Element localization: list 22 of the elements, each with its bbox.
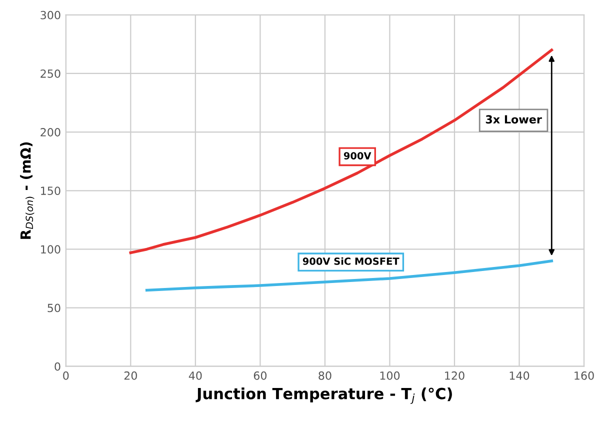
y-tick-label: 250	[40, 69, 60, 78]
y-tick-label: 100	[41, 245, 60, 254]
y-tick-label: 200	[40, 128, 60, 136]
x-tick-label: 160	[574, 371, 594, 380]
y-tick-label: 300	[40, 10, 60, 20]
x-axis-title: Junction Temperature - T$_{j}$ (°C)	[196, 388, 452, 404]
x-tick-label: 0	[63, 371, 69, 380]
series-label: 900V	[344, 152, 372, 160]
y-axis-title: R$_{DS(on)}$ - (mΩ)	[20, 142, 34, 239]
x-tick-label: 80	[318, 371, 332, 380]
x-tick-label: 140	[510, 371, 530, 380]
x-tick-label: 20	[124, 371, 137, 380]
y-tick-label: 0	[54, 362, 60, 371]
y-tick-label: 50	[48, 304, 60, 312]
x-tick-label: 100	[380, 371, 400, 380]
y-tick-label: 150	[41, 186, 60, 196]
annotation: 3x Lower	[486, 115, 542, 124]
line-series	[129, 48, 554, 254]
series-label: 900V SiC MOSFET	[302, 257, 400, 265]
x-tick-label: 60	[254, 371, 267, 380]
x-tick-label: 120	[445, 371, 464, 380]
x-tick-label: 40	[188, 371, 202, 380]
